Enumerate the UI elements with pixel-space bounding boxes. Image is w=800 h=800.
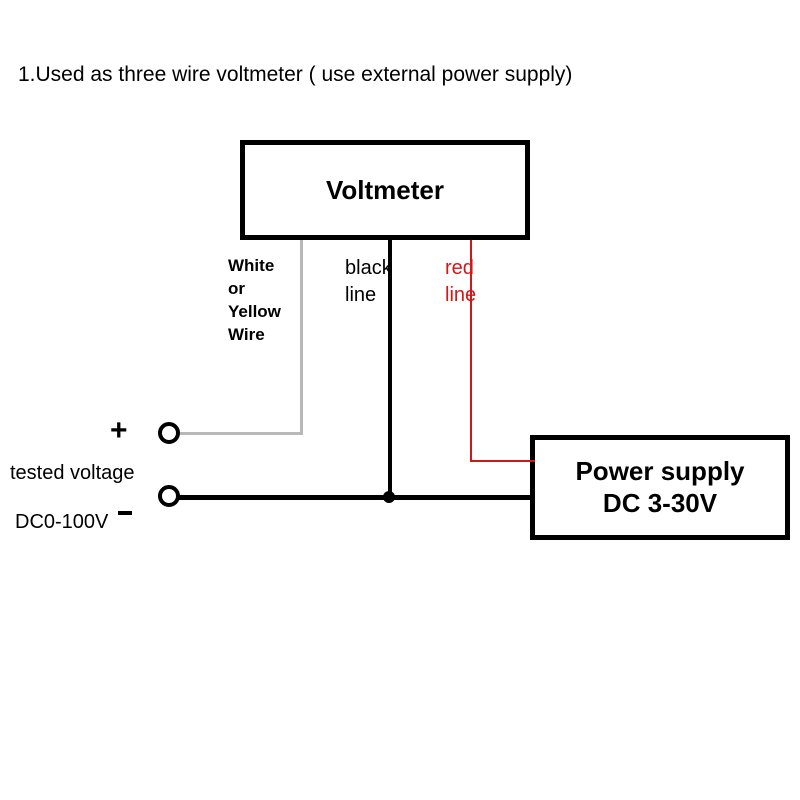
- diagram-title: 1.Used as three wire voltmeter ( use ext…: [18, 63, 572, 87]
- power-supply-box: Power supply DC 3-30V: [530, 435, 790, 540]
- black-wire-label: black line: [345, 255, 392, 309]
- dc-range-label: DC0-100V: [15, 509, 108, 536]
- junction-dot: [383, 491, 395, 503]
- power-supply-label-2: DC 3-30V: [603, 488, 717, 519]
- plus-symbol: +: [110, 414, 128, 448]
- white-wire-label: White or Yellow Wire: [228, 255, 281, 347]
- voltmeter-label: Voltmeter: [326, 175, 444, 206]
- red-wire-horizontal: [470, 460, 535, 462]
- negative-terminal: [158, 485, 180, 507]
- red-wire-label: red line: [445, 255, 476, 309]
- positive-terminal: [158, 422, 180, 444]
- voltmeter-box: Voltmeter: [240, 140, 530, 240]
- tested-voltage-label: tested voltage: [10, 460, 135, 487]
- white-wire-horizontal: [180, 432, 303, 435]
- white-wire-vertical: [300, 240, 303, 432]
- minus-symbol: [118, 511, 132, 515]
- power-supply-label-1: Power supply: [575, 456, 744, 487]
- black-wire-horizontal: [178, 495, 535, 500]
